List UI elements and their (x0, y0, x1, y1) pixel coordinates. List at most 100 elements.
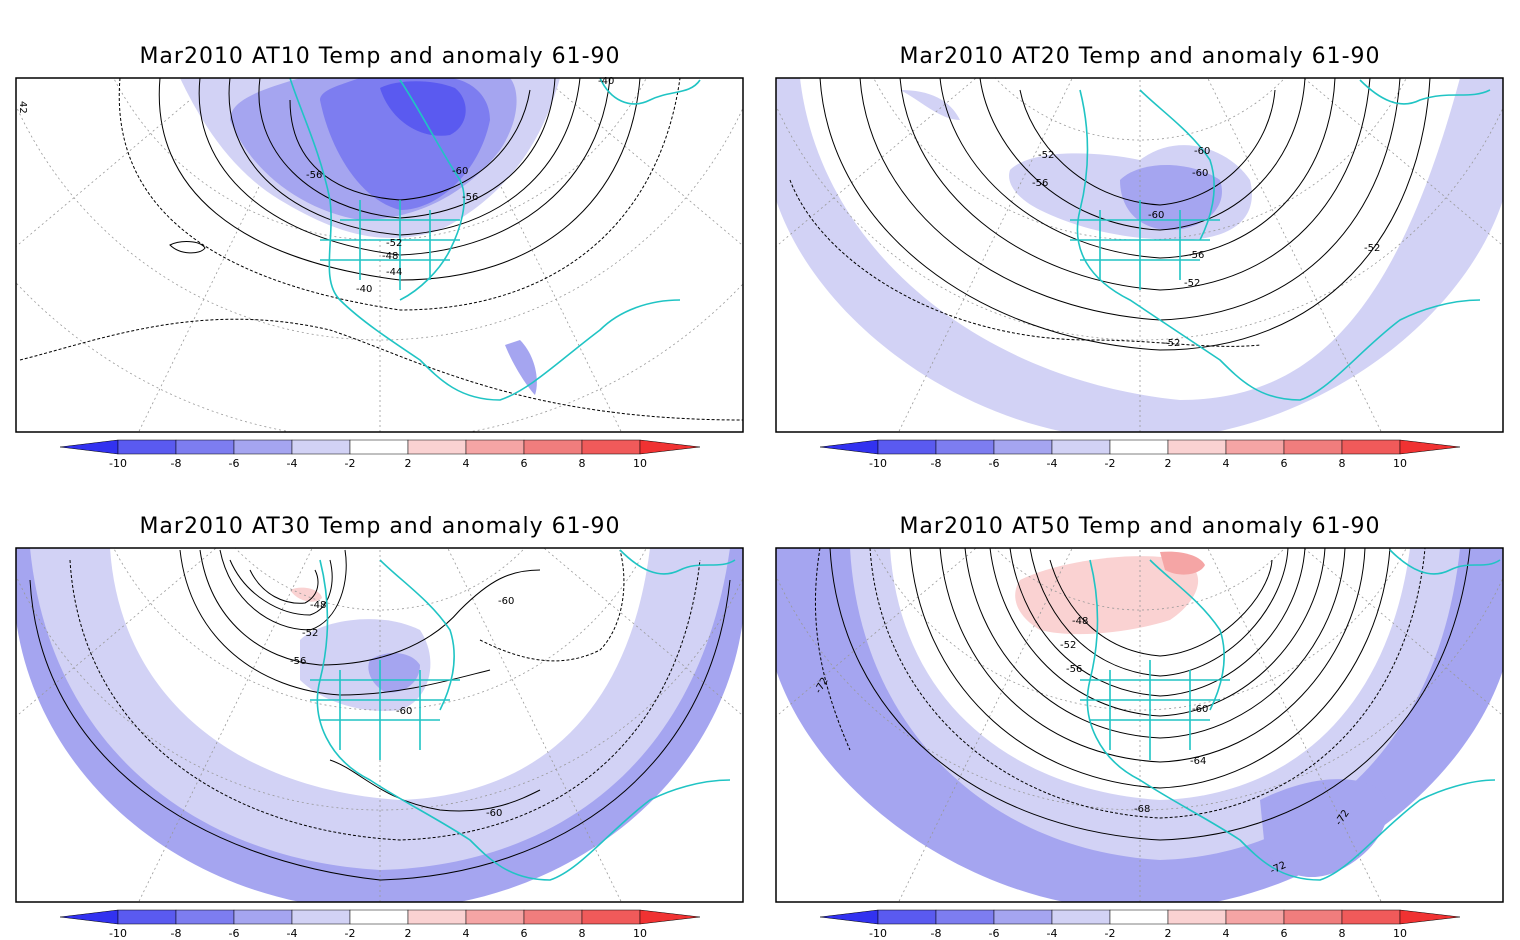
colorbar-tick-label: -4 (1047, 457, 1058, 470)
colorbar-tick-label: -2 (345, 927, 356, 940)
anomaly-region (290, 587, 322, 602)
contour-label: -52 (1184, 278, 1200, 289)
colorbar-tick-label: 4 (463, 927, 470, 940)
colorbar-swatch (349, 439, 409, 455)
colorbar-tick-label: 4 (1223, 927, 1230, 940)
colorbar-swatch (1051, 909, 1111, 925)
contour-label: -56 (462, 192, 478, 203)
colorbar-tick-label: -2 (345, 457, 356, 470)
map-at30: -48 -52 -56 -60 -60 -60 -10 (15, 547, 744, 940)
map-frame (775, 77, 1504, 433)
colorbar-tick-label: -8 (931, 457, 942, 470)
colorbar-tick-label: 6 (521, 457, 528, 470)
colorbar-tick-label: -8 (171, 927, 182, 940)
colorbar-tick-label: 4 (1223, 457, 1230, 470)
colorbar-tick-label: 8 (579, 927, 586, 940)
colorbar-swatch (523, 909, 583, 925)
colorbar-tick-label: 8 (1339, 927, 1346, 940)
coastline (289, 78, 701, 401)
contour-label: -64 (1190, 756, 1206, 767)
colorbar-swatch (877, 439, 937, 455)
contour-label: -48 (382, 251, 398, 262)
colorbar-swatch (935, 439, 995, 455)
contour-label: -52 (1164, 338, 1180, 349)
colorbar-swatch (1051, 439, 1111, 455)
colorbar-arrow-right (1399, 439, 1461, 455)
contour-label: -52 (1364, 243, 1380, 254)
graticule (776, 548, 1503, 902)
contour-label: -52 (386, 238, 402, 249)
contour-label: -56 (1032, 178, 1048, 189)
colorbar-tick-label: -2 (1105, 927, 1116, 940)
colorbar-swatch (993, 909, 1053, 925)
colorbar-tick-label: 8 (579, 457, 586, 470)
panel-title: Mar2010 AT20 Temp and anomaly 61-90 (899, 44, 1381, 69)
colorbar-swatch (233, 909, 293, 925)
colorbar-tick-label: -6 (229, 457, 240, 470)
anomaly-region (1160, 551, 1205, 575)
colorbar-swatch (1341, 439, 1401, 455)
colorbar-swatch (1225, 439, 1285, 455)
panel-at20: Mar2010 AT20 Temp and anomaly 61-90 (760, 0, 1520, 470)
colorbar-swatch (1341, 909, 1401, 925)
colorbar-tick-label: 2 (1165, 457, 1172, 470)
colorbar-swatch (581, 909, 641, 925)
coastline (310, 549, 736, 881)
colorbar-tick-label: 10 (1393, 457, 1407, 470)
contour-labels: -52 -56 -60 -60 -60 -56 -52 -52 -52 (1032, 146, 1380, 349)
colorbar-tick-label: -6 (989, 927, 1000, 940)
colorbar-swatch (1225, 909, 1285, 925)
panel-title: Mar2010 AT30 Temp and anomaly 61-90 (139, 514, 621, 539)
colorbar-arrow-left (819, 439, 879, 455)
colorbar-tick-label: 2 (1165, 927, 1172, 940)
colorbar-tick-label: 10 (633, 457, 647, 470)
colorbar-tick-label: 4 (463, 457, 470, 470)
colorbar-tick-label: -6 (229, 927, 240, 940)
colorbar-tick-label: -10 (109, 927, 127, 940)
contour-label: -56 (1066, 664, 1082, 675)
contour-label: -44 (386, 267, 402, 278)
colorbar-tick-label: -4 (287, 927, 298, 940)
map-frame (15, 77, 744, 433)
colorbar-tick-label: 10 (1393, 927, 1407, 940)
contour-label: -52 (302, 628, 318, 639)
colorbar-swatch (407, 909, 467, 925)
map-at50: -48 -52 -56 -60 -64 -68 -72 -72 -72 (775, 547, 1504, 940)
colorbar-tick-label: 6 (1281, 927, 1288, 940)
colorbar-swatch (465, 439, 525, 455)
contour-labels: -48 -52 -56 -60 -60 -60 (290, 596, 514, 819)
panel-at10: Mar2010 AT10 Temp and anomaly 61-90 (0, 0, 760, 470)
no-anomaly-region (800, 78, 1460, 400)
colorbar-swatch (523, 439, 583, 455)
colorbar-tick-label: 2 (405, 927, 412, 940)
colorbar-tick-label: 8 (1339, 457, 1346, 470)
panel-at50: Mar2010 AT50 Temp and anomaly 61-90 (760, 470, 1520, 940)
map-frame (775, 547, 1504, 903)
panel-title: Mar2010 AT50 Temp and anomaly 61-90 (899, 514, 1381, 539)
map-at20: -52 -56 -60 -60 -60 -56 -52 -52 -52 (775, 77, 1504, 470)
contour-label: 42 (17, 101, 28, 114)
anomaly-region (505, 340, 537, 395)
contour-label: -60 (396, 706, 412, 717)
colorbar-tick-label: -8 (931, 927, 942, 940)
contour-label: -56 (290, 656, 306, 667)
coastline (1080, 549, 1501, 881)
colorbar-tick-label: -10 (109, 457, 127, 470)
colorbar-swatch (1167, 439, 1227, 455)
colorbar-swatch (935, 909, 995, 925)
contour-label: -40 (598, 76, 614, 87)
contour-label: -52 (1060, 640, 1076, 651)
colorbar-arrow-right (639, 439, 701, 455)
colorbar-arrow-left (819, 909, 879, 925)
anomaly-region (1120, 165, 1222, 230)
anomaly-region (1260, 779, 1388, 878)
colorbar: -10 -8 -6 -4 -2 2 4 6 8 10 (819, 909, 1461, 940)
anomaly-region (380, 81, 466, 136)
colorbar-swatch (117, 909, 177, 925)
colorbar-tick-label: -10 (869, 457, 887, 470)
contour-label: -52 (1038, 150, 1054, 161)
colorbar-swatch (117, 439, 177, 455)
contour-label: -60 (486, 808, 502, 819)
contour-label: -48 (310, 600, 326, 611)
